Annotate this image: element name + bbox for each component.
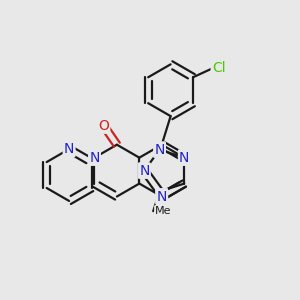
Text: N: N: [179, 151, 189, 165]
Text: N: N: [157, 190, 167, 203]
Text: O: O: [98, 118, 109, 133]
Text: O: O: [98, 118, 109, 133]
Text: Cl: Cl: [212, 61, 226, 75]
Text: Cl: Cl: [212, 61, 226, 75]
Text: N: N: [89, 151, 100, 165]
Text: N: N: [139, 164, 149, 178]
Text: N: N: [139, 164, 149, 178]
Text: N: N: [64, 142, 74, 156]
Text: N: N: [89, 151, 100, 165]
Text: N: N: [157, 190, 167, 203]
Text: N: N: [154, 142, 165, 157]
Text: N: N: [64, 142, 74, 156]
Text: N: N: [154, 142, 165, 157]
Text: Me: Me: [155, 206, 172, 216]
Text: Me: Me: [155, 206, 172, 216]
Text: N: N: [179, 151, 189, 165]
Text: N: N: [157, 190, 167, 203]
